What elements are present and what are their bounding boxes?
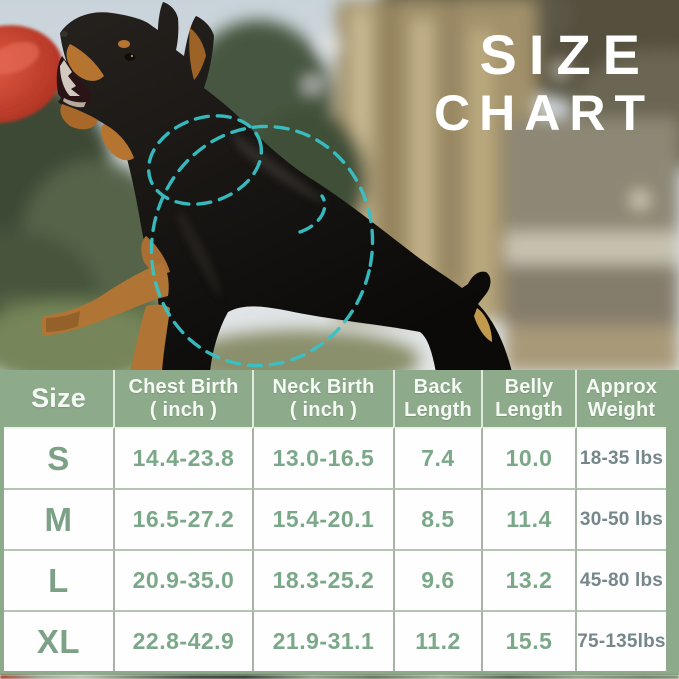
belly-cell: 11.4 xyxy=(483,488,577,549)
back-cell: 7.4 xyxy=(395,427,483,488)
weight-cell: 45-80 lbs xyxy=(577,549,666,610)
neck-cell: 18.3-25.2 xyxy=(254,549,395,610)
col-header-belly: Belly Length xyxy=(483,370,577,427)
dog-eye xyxy=(124,53,136,61)
chest-measure-dashed-ellipse xyxy=(149,124,375,368)
size-cell: S xyxy=(4,427,115,488)
title-line-1: SIZE xyxy=(480,23,652,86)
hero-photo: SIZE CHART xyxy=(0,0,679,372)
next-image-sliver xyxy=(0,675,679,679)
size-chart-title: SIZE CHART xyxy=(434,23,654,141)
measure-curl-mark xyxy=(298,194,327,234)
neck-cell: 21.9-31.1 xyxy=(254,610,395,671)
chest-cell: 16.5-27.2 xyxy=(115,488,254,549)
col-header-chest: Chest Birth ( inch ) xyxy=(115,370,254,427)
tan-markings xyxy=(41,28,492,372)
neck-measure-dashed-ellipse xyxy=(146,114,264,206)
belly-cell: 15.5 xyxy=(483,610,577,671)
col-header-neck: Neck Birth ( inch ) xyxy=(254,370,395,427)
size-cell: L xyxy=(4,549,115,610)
size-chart-table: Size Chest Birth ( inch ) Neck Birth ( i… xyxy=(0,370,679,675)
red-frisbee xyxy=(0,25,64,123)
size-cell: XL xyxy=(4,610,115,671)
col-header-back: Back Length xyxy=(395,370,483,427)
chest-cell: 14.4-23.8 xyxy=(115,427,254,488)
neck-cell: 13.0-16.5 xyxy=(254,427,395,488)
weight-cell: 18-35 lbs xyxy=(577,427,666,488)
title-line-2: CHART xyxy=(434,85,654,141)
col-header-weight: Approx Weight xyxy=(577,370,666,427)
size-cell: M xyxy=(4,488,115,549)
chest-cell: 22.8-42.9 xyxy=(115,610,254,671)
back-cell: 8.5 xyxy=(395,488,483,549)
weight-cell: 75-135lbs xyxy=(577,610,666,671)
chest-cell: 20.9-35.0 xyxy=(115,549,254,610)
weight-cell: 30-50 lbs xyxy=(577,488,666,549)
col-header-size: Size xyxy=(4,370,115,427)
doberman-dog xyxy=(41,2,512,372)
back-cell: 9.6 xyxy=(395,549,483,610)
belly-cell: 10.0 xyxy=(483,427,577,488)
belly-cell: 13.2 xyxy=(483,549,577,610)
back-cell: 11.2 xyxy=(395,610,483,671)
neck-cell: 15.4-20.1 xyxy=(254,488,395,549)
doberman-photo-illustration: SIZE CHART xyxy=(0,0,679,372)
